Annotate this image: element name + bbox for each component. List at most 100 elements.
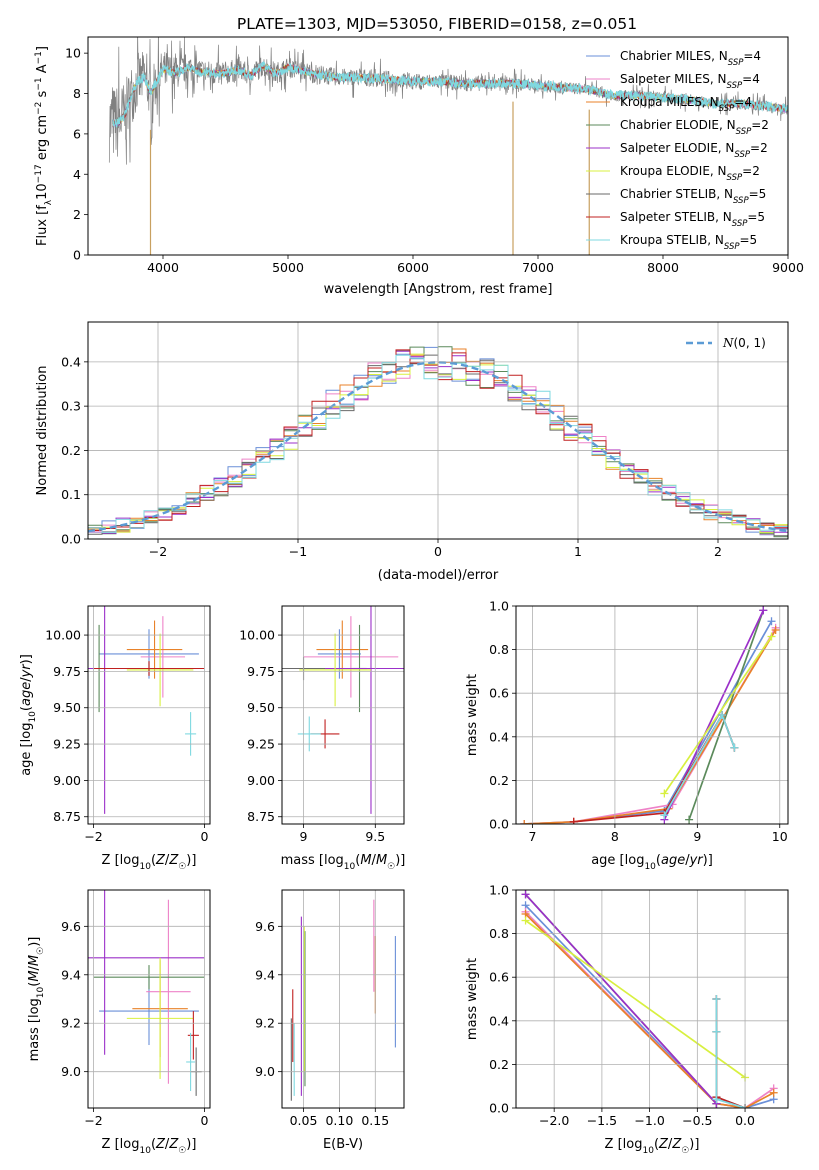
y-tick-label: 9.00 [53,773,81,788]
x-tick-label: 6000 [397,260,429,275]
y-tick-label: 0.6 [489,970,509,985]
series-path [524,620,773,824]
y-tick-label: 1.0 [489,599,509,614]
x-tick-label: −2.0 [539,1113,569,1128]
residual-histogram-step [88,346,788,538]
y-tick-label: 0.1 [61,487,81,502]
series-path [688,610,765,820]
series-path [663,636,773,794]
x-tick-label: 8000 [647,260,679,275]
y-tick-label: 1.0 [489,883,509,898]
x-tick-label: 0.05 [290,1113,318,1128]
x-axis-label: age [log10(age/yr)] [591,853,713,872]
y-tick-label: 0.3 [61,399,81,414]
y-axis-label: Flux [fλ10−17 erg cm−2 s−1 A−1] [34,46,54,246]
x-tick-label: −1 [289,544,307,559]
y-tick-label: 0.4 [489,729,509,744]
errorbar-point [313,606,404,814]
series-line [712,995,750,1108]
y-tick-label: 9.2 [61,1016,81,1031]
series-path [524,913,775,1108]
y-tick-label: 0.4 [489,1013,509,1028]
axes-frame [87,36,789,256]
series-path [715,999,746,1108]
x-tick-label: 5000 [272,260,304,275]
y-tick-label: 9.0 [255,1064,275,1079]
spectrum-plot-area [108,37,788,255]
series-path [525,919,746,1079]
axes-frame [87,605,211,825]
axes-frame [515,889,789,1109]
x-tick-label: 7000 [522,260,554,275]
errorbar-point [140,616,186,698]
x-axis-label: mass [log10(M/M☉)] [281,853,406,872]
y-tick-label: 9.75 [53,664,81,679]
x-axis-label: E(B-V) [323,1137,363,1152]
y-tick-label: 9.50 [53,700,81,715]
y-tick-label: 9.6 [61,919,81,934]
y-tick-label: 0.8 [489,642,509,657]
massweight_vs_Z-plot-area [521,890,778,1108]
y-axis-label: Normed distribution [35,366,50,496]
y-axis-label: mass weight [465,958,480,1040]
y-tick-label: 9.50 [247,700,275,715]
mass_vs_EBV-panel: 0.05 0.10 0.15 9.0 9.2 9.4 9.6 E(B-V) [255,889,405,1152]
y-tick-label: 8.75 [247,809,275,824]
y-tick-label: 10.00 [239,628,275,643]
x-tick-label: −1.0 [634,1113,664,1128]
mass_vs_Z-panel: −2 0 9.0 9.2 9.4 9.6 Z [log10(Z/Z☉)] mass [log1… [27,889,211,1156]
x-tick-label: −0.5 [682,1113,712,1128]
legend-entry: Chabrier MILES, NSSP=4 [620,49,761,68]
legend-entry: Salpeter STELIB, NSSP=5 [620,210,765,229]
x-tick-label: −2 [149,544,167,559]
series-line [520,617,776,824]
x-tick-label: 9 [693,829,701,844]
errorbar-point [297,716,321,752]
errorbar-point [146,899,191,1084]
x-axis-label: Z [log10(Z/Z☉)] [605,1137,700,1156]
residual-histogram-step [88,354,788,533]
x-tick-label: 2 [714,544,722,559]
mass_vs_EBV-plot-area [290,899,396,1101]
y-tick-label: 0.0 [489,817,509,832]
y-tick-label: 8 [73,86,81,101]
legend-entry: Kroupa ELODIE, NSSP=2 [620,164,760,183]
spectrum-legend: Chabrier MILES, NSSP=4 Salpeter MILES, NS… [586,49,769,252]
x-tick-label: −1.5 [587,1113,617,1128]
legend-entry: Salpeter MILES, NSSP=4 [620,72,760,91]
mass_vs_Z-plot-area [88,890,205,1096]
x-axis-label: Z [log10(Z/Z☉)] [102,853,197,872]
series-path [524,627,777,824]
legend-entry: Salpeter ELODIE, NSSP=2 [620,141,768,160]
errorbar-point [187,1011,199,1060]
x-tick-label: 9 [300,829,308,844]
errorbar-point [303,616,399,698]
model-spectrum-line [112,61,788,128]
series-path [524,893,718,1105]
x-tick-label: 7 [529,829,537,844]
axes-frame [281,605,405,825]
age_vs_mass-panel: 9 9.5 8.75 9.00 9.25 9.50 9.75 10.00 mass [log10… [239,605,406,872]
series-line [521,890,721,1108]
y-tick-label: 0.0 [489,1101,509,1116]
series-path [715,999,746,1108]
x-tick-label: 8 [611,829,619,844]
x-tick-label: −2 [84,1113,102,1128]
y-tick-label: 0.2 [489,773,509,788]
series-path [715,999,746,1108]
x-tick-label: −2 [84,829,102,844]
massweight_vs_age-panel: 7 8 9 10 0.0 0.2 0.4 0.6 0.8 1.0 age [log10(age/yr… [465,599,789,872]
age_vs_Z-panel: −2 0 8.75 9.00 9.25 9.50 9.75 10.00 Z [log10(Z/Z… [19,605,211,872]
x-axis-label: (data-model)/error [378,568,499,583]
residual-histogram-step [88,350,788,534]
x-axis-label: Z [log10(Z/Z☉)] [102,1137,197,1156]
x-tick-label: 9.5 [365,829,385,844]
series-path [524,629,777,824]
age_vs_mass-plot-area [282,606,404,814]
y-tick-label: 0.2 [489,1057,509,1072]
residuals-plot-area [88,346,788,538]
series-line [712,995,750,1108]
series-line [712,995,750,1108]
x-tick-label: 10 [772,829,788,844]
massweight_vs_Z-panel: −2.0 −1.5 −1.0 −0.5 0.0 0.0 0.2 0.4 0.6 0.8 1.0 Z [… [465,883,789,1156]
